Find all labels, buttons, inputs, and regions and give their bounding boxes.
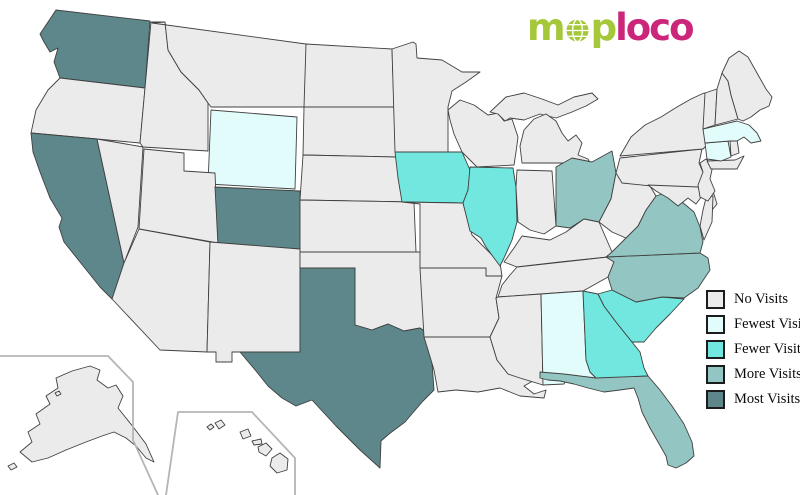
logo-loco-text: loco — [615, 5, 694, 49]
hawaii-inset-border — [165, 411, 296, 495]
state-oregon — [30, 77, 146, 144]
legend-row-most-visits: Most Visits — [706, 387, 800, 412]
legend-label-most-visits: Most Visits — [734, 391, 800, 407]
legend-swatch-fewer-visits — [706, 340, 725, 359]
legend-swatch-fewest-visits — [706, 315, 725, 334]
state-iowa — [394, 151, 471, 204]
legend-row-fewest-visits: Fewest Visits — [706, 312, 800, 337]
legend-swatch-no-visits — [706, 290, 725, 309]
state-hawaii-maui — [257, 442, 273, 457]
state-utah — [138, 148, 219, 244]
state-hawaii-big-island — [269, 452, 289, 474]
state-delmarva-peninsula — [699, 195, 714, 241]
alaska-inset-border — [0, 355, 159, 495]
state-maine — [721, 50, 773, 122]
state-massachusetts — [702, 120, 762, 144]
state-alaska — [19, 365, 155, 463]
state-hawaii-kauai — [214, 419, 226, 430]
legend-row-fewer-visits: Fewer Visits — [706, 337, 800, 362]
state-michigan — [519, 113, 591, 164]
legend-label-fewer-visits: Fewer Visits — [734, 341, 800, 357]
legend-row-no-visits: No Visits — [706, 287, 800, 312]
logo-map-p: p — [590, 5, 617, 49]
state-new-york — [619, 92, 710, 157]
state-wyoming — [207, 109, 298, 190]
globe-icon — [565, 12, 590, 49]
state-indiana — [515, 169, 557, 235]
legend-label-fewest-visits: Fewest Visits — [734, 316, 800, 332]
state-south-dakota — [302, 106, 398, 158]
state-nevada — [96, 138, 144, 264]
legend-label-no-visits: No Visits — [734, 291, 789, 307]
state-hawaii-niihau — [206, 423, 215, 431]
legend-swatch-most-visits — [706, 390, 725, 409]
map-legend: No Visits Fewest Visits Fewer Visits Mor… — [706, 287, 800, 412]
state-kansas — [299, 199, 417, 253]
state-washington — [39, 9, 151, 89]
state-arkansas — [419, 267, 503, 338]
state-florida — [539, 371, 695, 469]
state-north-carolina — [605, 252, 711, 303]
state-hawaii-oahu — [239, 428, 252, 440]
state-long-island — [706, 155, 745, 170]
state-new-mexico — [206, 241, 301, 363]
state-hawaii-molokai — [251, 438, 263, 446]
state-michigan-upper — [489, 92, 599, 122]
state-alaska-island — [54, 390, 62, 397]
legend-label-more-visits: More Visits — [734, 366, 800, 382]
state-north-dakota — [303, 43, 395, 108]
state-colorado — [214, 186, 301, 250]
state-alaska-island — [7, 462, 18, 471]
state-rhode-island — [729, 138, 740, 157]
legend-row-more-visits: More Visits — [706, 362, 800, 387]
legend-swatch-more-visits — [706, 365, 725, 384]
maploco-logo[interactable]: m p loco — [527, 5, 695, 49]
logo-map-m: m — [527, 5, 566, 49]
state-texas — [239, 267, 435, 469]
state-connecticut — [704, 140, 732, 162]
